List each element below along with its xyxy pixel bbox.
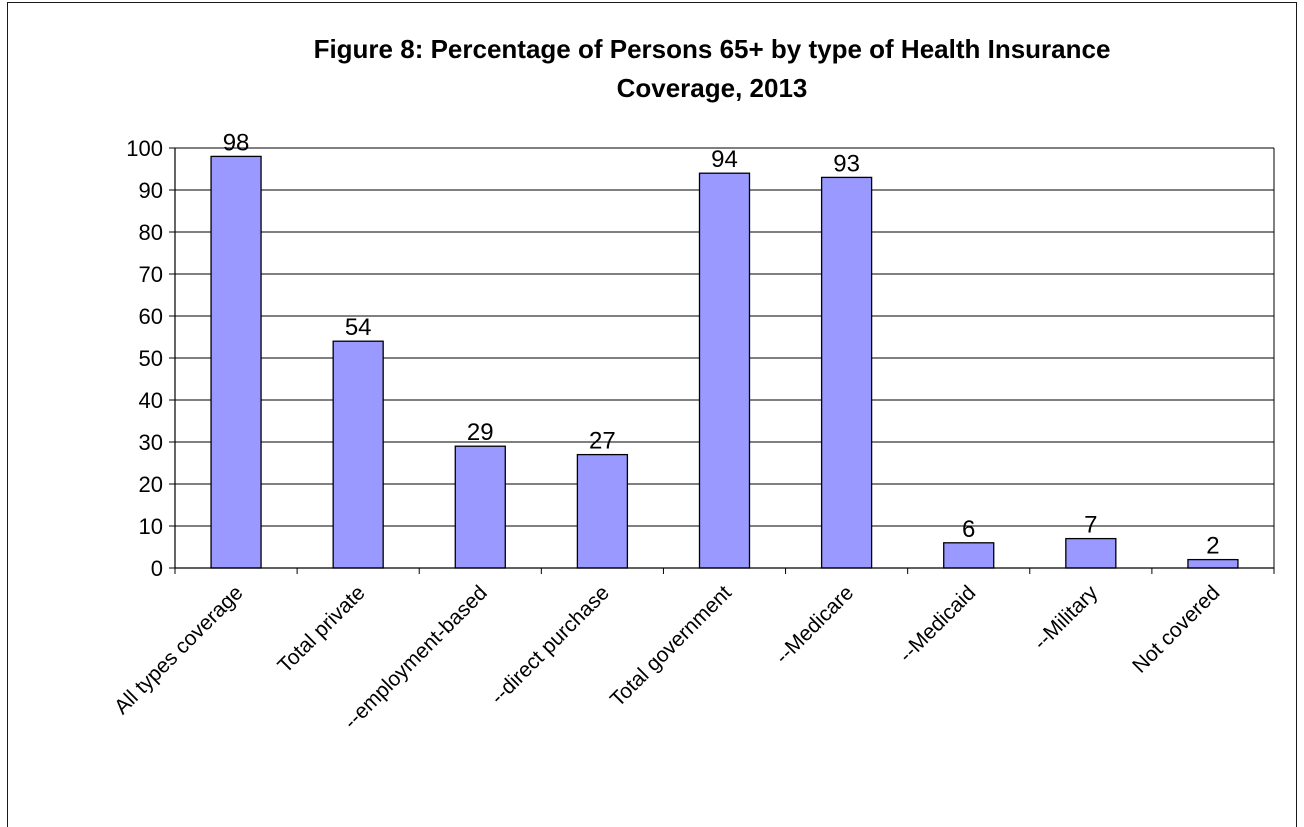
x-tick-label: Total government [606,581,736,711]
x-tick-label: --Medicare [771,581,858,668]
y-tick-label: 100 [126,136,163,161]
y-tick-label: 40 [139,388,163,413]
x-tick-label: --Medicaid [895,581,981,667]
data-label: 7 [1084,512,1097,539]
y-tick-label: 60 [139,304,163,329]
y-tick-label: 70 [139,262,163,287]
y-tick-label: 10 [139,514,163,539]
data-label: 54 [345,314,372,341]
bar [210,155,262,569]
bar [1065,537,1117,569]
bar [820,176,873,569]
bar [332,340,384,569]
x-axis-tick-labels: All types coverage Total private--employm… [110,581,1224,734]
data-labels: 98 54 29 27 94 93 6 7 2 [223,129,1220,559]
chart-frame [7,2,1297,827]
bar [698,172,751,569]
bar [576,453,629,569]
x-tick-label: Total private [273,581,369,677]
y-tick-label: 80 [139,220,163,245]
chart-title-line-1: Figure 8: Percentage of Persons 65+ by t… [314,34,1111,64]
y-tick-label: 20 [139,472,163,497]
x-tick-label: Not covered [1128,581,1224,677]
data-label: 94 [711,146,738,173]
x-tick-label: --Military [1029,581,1103,655]
chart-title-line-2: Coverage, 2013 [617,73,808,103]
x-tick-label: All types coverage [110,581,248,719]
y-axis-tick-labels: 0 10 20 30 40 50 60 70 80 90 100 [126,136,163,581]
y-tick-label: 0 [151,556,163,581]
data-label: 29 [467,419,494,446]
bar [943,542,995,569]
data-label: 6 [962,516,975,543]
x-tick-label: --direct purchase [486,581,614,709]
data-label: 98 [223,129,250,156]
bars [210,155,1239,569]
bar [454,445,506,569]
data-label: 27 [589,428,616,455]
y-tick-label: 50 [139,346,163,371]
bar [1187,558,1239,569]
y-tick-label: 30 [139,430,163,455]
data-label: 93 [833,150,860,177]
axes [169,147,1275,574]
data-label: 2 [1206,533,1219,560]
y-tick-label: 90 [139,178,163,203]
